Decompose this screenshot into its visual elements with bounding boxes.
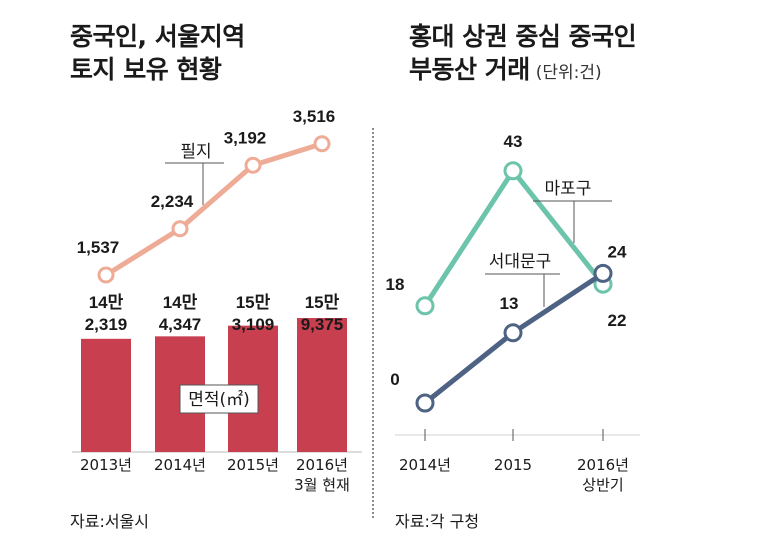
seodaemun-series-label: 서대문구 <box>489 252 552 272</box>
series-1-point-0 <box>415 393 435 413</box>
series-1-point-1 <box>503 323 523 343</box>
parcel-value-label-1: 2,234 <box>151 192 194 211</box>
right-xtick-2-1: 상반기 <box>582 476 623 494</box>
parcel-value-label-3: 3,516 <box>293 107 336 126</box>
left-title-line1: 중국인, 서울지역 <box>70 22 245 51</box>
right-chart-title: 홍대 상권 중심 중국인 부동산 거래 (단위:건) <box>409 20 637 90</box>
right-xtick-1-0: 2015 <box>494 456 532 474</box>
unit-label: (단위:건) <box>535 63 602 83</box>
right-title-line1: 홍대 상권 중심 중국인 <box>409 22 637 51</box>
area-bar-label-1-bottom: 4,347 <box>159 315 202 334</box>
parcel-point-3 <box>313 135 331 153</box>
left-chart: 14만 2,319 14만 4,347 15만 3,109 15만 9,375 면적(㎡) 1,5… <box>72 107 362 494</box>
area-legend-box <box>179 384 259 414</box>
series-1-value-label-0: 0 <box>390 370 399 389</box>
series-1-point-2 <box>593 263 613 283</box>
area-bar-label-3-bottom: 9,375 <box>301 315 344 334</box>
left-xtick-2-0: 2015년 <box>227 456 279 474</box>
series-1-value-label-2: 24 <box>608 242 627 261</box>
right-xtick-0-0: 2014년 <box>399 456 451 474</box>
left-chart-title: 중국인, 서울지역 토지 보유 현황 <box>70 20 245 86</box>
area-bar-0 <box>81 338 131 452</box>
left-xtick-1-0: 2014년 <box>154 456 206 474</box>
parcel-value-label-0: 1,537 <box>77 238 120 257</box>
series-0-point-0 <box>415 296 435 316</box>
right-title-line2-text: 부동산 거래 <box>409 55 530 84</box>
mapo-series-label: 마포구 <box>545 179 592 199</box>
series-0-value-label-2: 22 <box>608 311 627 330</box>
chart-divider <box>372 128 374 518</box>
area-bar-label-2-bottom: 3,109 <box>232 315 275 334</box>
parcel-series-label: 필지 <box>180 142 211 162</box>
parcel-point-1 <box>171 220 189 238</box>
right-xtick-2-0: 2016년 <box>577 456 629 474</box>
area-bar-label-1-top: 14만 <box>163 293 198 312</box>
parcel-line <box>104 141 323 278</box>
left-xtick-3-1: 3월 현재 <box>294 476 350 494</box>
right-title-line2: 부동산 거래 (단위:건) <box>409 53 636 90</box>
series-0-value-label-1: 43 <box>504 132 523 151</box>
parcel-point-0 <box>97 266 115 284</box>
left-xtick-0-0: 2013년 <box>80 456 132 474</box>
area-bar-label-3-top: 15만 <box>305 293 340 312</box>
series-0-value-label-0: 18 <box>386 275 405 294</box>
left-source: 자료:서울시 <box>70 512 149 531</box>
area-bar-label-0-bottom: 2,319 <box>85 315 128 334</box>
area-bar-label-2-top: 15만 <box>236 293 271 312</box>
left-xtick-3-0: 2016년 <box>296 456 348 474</box>
series-0-point-1 <box>503 161 523 181</box>
parcel-value-label-2: 3,192 <box>224 128 267 147</box>
right-source: 자료:각 구청 <box>395 512 480 531</box>
parcel-point-2 <box>244 156 262 174</box>
area-legend-label: 면적(㎡) <box>188 390 250 410</box>
series-1-value-label-1: 13 <box>500 294 519 313</box>
left-title-line2: 토지 보유 현황 <box>70 55 222 84</box>
area-bar-label-0-top: 14만 <box>89 293 124 312</box>
area-bar-3 <box>297 318 347 452</box>
